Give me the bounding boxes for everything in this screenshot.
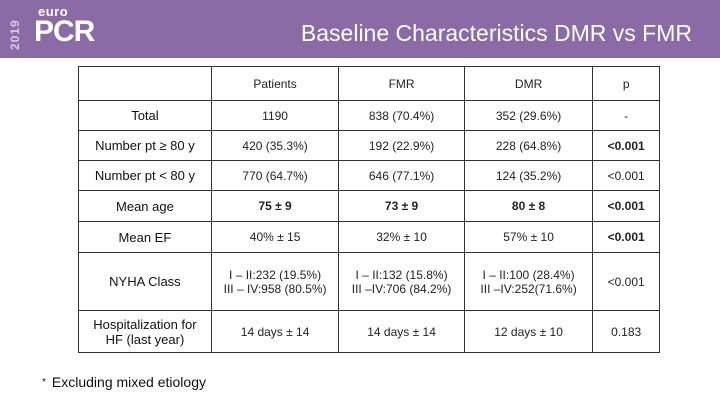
characteristics-table: Patients FMR DMR p Total 1190 838 (70.4%…: [78, 66, 660, 353]
cell-dmr: 228 (64.8%): [463, 130, 594, 161]
cell-patients: 770 (64.7%): [210, 160, 340, 191]
cell-fmr: I – II:132 (15.8%) III –IV:706 (84.2%): [338, 252, 465, 311]
column-header-fmr: FMR: [338, 66, 465, 101]
cell-dmr: I – II:100 (28.4%) III –IV:252(71.6%): [463, 252, 594, 311]
cell-p: 0.183: [592, 310, 660, 353]
table-row: Mean EF 40% ± 15 32% ± 10 57% ± 10 <0.00…: [78, 221, 660, 253]
slide-header: 2019 euro PCR Baseline Characteristics D…: [0, 0, 720, 58]
footnote-asterisk: *: [42, 377, 46, 388]
cell-fmr: 73 ± 9: [338, 190, 465, 222]
row-label: Mean age: [78, 190, 212, 222]
cell-patients: 420 (35.3%): [210, 130, 340, 161]
row-label: NYHA Class: [78, 252, 212, 311]
cell-p: -: [592, 100, 660, 131]
cell-fmr: 646 (77.1%): [338, 160, 465, 191]
cell-dmr: 57% ± 10: [463, 221, 594, 253]
table-header-row: Patients FMR DMR p: [78, 66, 660, 101]
cell-p: <0.001: [592, 190, 660, 222]
footnote: * Excluding mixed etiology: [42, 374, 206, 390]
table-row: Hospitalization for HF (last year) 14 da…: [78, 310, 660, 353]
column-header-p: p: [592, 66, 660, 101]
row-label: Total: [78, 100, 212, 131]
column-header-dmr: DMR: [463, 66, 594, 101]
cell-fmr: 14 days ± 14: [338, 310, 465, 353]
table-row: Number pt ≥ 80 y 420 (35.3%) 192 (22.9%)…: [78, 130, 660, 161]
cell-dmr: 80 ± 8: [463, 190, 594, 222]
row-label: Mean EF: [78, 221, 212, 253]
cell-patients: 1190: [210, 100, 340, 131]
cell-line: I – II:232 (19.5%): [229, 267, 322, 282]
footnote-text: Excluding mixed etiology: [51, 374, 206, 390]
table-row: Mean age 75 ± 9 73 ± 9 80 ± 8 <0.001: [78, 190, 660, 222]
cell-dmr: 124 (35.2%): [463, 160, 594, 191]
column-header-patients: Patients: [210, 66, 340, 101]
cell-patients: 40% ± 15: [210, 221, 340, 253]
row-label: Number pt < 80 y: [78, 160, 212, 191]
cell-p: <0.001: [592, 160, 660, 191]
cell-line: III –IV:252(71.6%): [480, 281, 577, 296]
event-year: 2019: [8, 19, 22, 50]
row-label: Hospitalization for HF (last year): [78, 310, 212, 353]
cell-fmr: 32% ± 10: [338, 221, 465, 253]
cell-p: <0.001: [592, 252, 660, 311]
row-label: Number pt ≥ 80 y: [78, 130, 212, 161]
row-label-line: Hospitalization for: [93, 316, 197, 332]
cell-dmr: 352 (29.6%): [463, 100, 594, 131]
brand-euro-text: euro: [38, 4, 69, 19]
cell-line: I – II:100 (28.4%): [482, 267, 575, 282]
slide-title: Baseline Characteristics DMR vs FMR: [300, 20, 692, 46]
cell-patients: 75 ± 9: [210, 190, 340, 222]
cell-line: III –IV:706 (84.2%): [351, 281, 452, 296]
cell-p: <0.001: [592, 221, 660, 253]
cell-fmr: 192 (22.9%): [338, 130, 465, 161]
cell-fmr: 838 (70.4%): [338, 100, 465, 131]
table-row: NYHA Class I – II:232 (19.5%) III – IV:9…: [78, 252, 660, 311]
table-row: Total 1190 838 (70.4%) 352 (29.6%) -: [78, 100, 660, 131]
cell-p: <0.001: [592, 130, 660, 161]
brand-pcr-logo: PCR: [34, 15, 95, 48]
cell-line: III – IV:958 (80.5%): [223, 281, 327, 296]
cell-dmr: 12 days ± 10: [463, 310, 594, 353]
row-label-line: HF (last year): [105, 331, 185, 347]
cell-line: I – II:132 (15.8%): [355, 267, 448, 282]
column-header-blank: [78, 66, 212, 101]
cell-patients: I – II:232 (19.5%) III – IV:958 (80.5%): [210, 252, 340, 311]
cell-patients: 14 days ± 14: [210, 310, 340, 353]
table-row: Number pt < 80 y 770 (64.7%) 646 (77.1%)…: [78, 160, 660, 191]
